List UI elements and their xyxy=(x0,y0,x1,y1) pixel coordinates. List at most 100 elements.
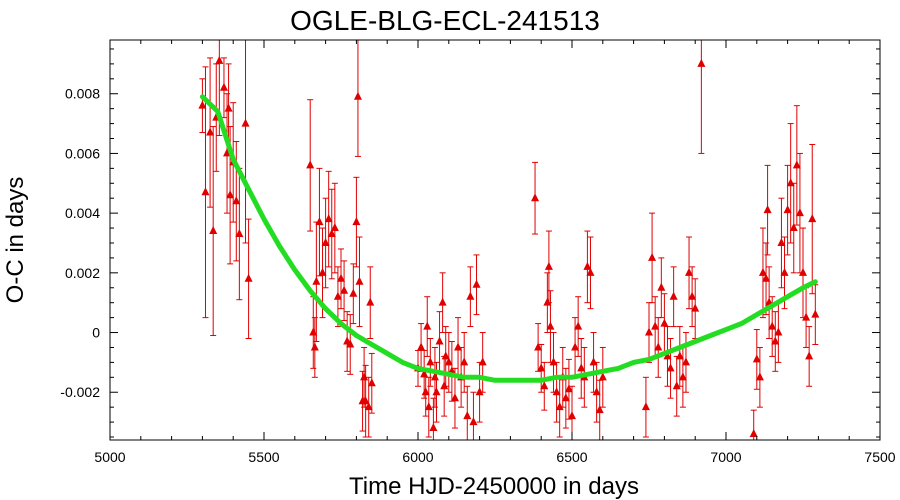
point-marker xyxy=(312,276,321,285)
data-point xyxy=(663,326,672,387)
point-marker xyxy=(353,91,362,100)
data-point xyxy=(549,332,558,393)
data-point xyxy=(355,236,364,328)
point-marker xyxy=(472,279,481,288)
y-tick-label: 0.008 xyxy=(65,86,100,102)
data-point xyxy=(324,170,333,268)
point-marker xyxy=(583,261,592,270)
point-marker xyxy=(811,309,820,318)
fit-curve xyxy=(199,94,818,383)
point-marker xyxy=(244,273,253,282)
point-marker xyxy=(681,357,690,366)
data-point xyxy=(598,346,607,408)
data-point xyxy=(346,314,355,375)
point-marker xyxy=(792,160,801,169)
point-marker xyxy=(424,402,433,411)
point-marker xyxy=(478,357,487,366)
point-marker xyxy=(426,357,435,366)
data-point xyxy=(758,227,767,319)
point-marker xyxy=(771,336,780,345)
data-point xyxy=(795,152,804,274)
point-marker xyxy=(783,205,792,214)
point-marker xyxy=(306,160,315,169)
point-marker xyxy=(441,351,450,360)
point-marker xyxy=(435,336,444,345)
point-marker xyxy=(423,321,432,330)
data-point xyxy=(534,323,543,372)
data-point xyxy=(583,230,592,304)
point-marker xyxy=(786,178,795,187)
point-marker xyxy=(215,55,224,64)
point-marker xyxy=(201,187,210,196)
data-point xyxy=(423,296,432,357)
point-marker xyxy=(675,351,684,360)
point-marker xyxy=(429,423,438,432)
point-marker xyxy=(666,363,675,372)
point-marker xyxy=(697,58,706,67)
y-tick-label: 0.006 xyxy=(65,145,100,161)
y-tick-label: -0.002 xyxy=(60,384,100,400)
data-point xyxy=(349,263,358,325)
point-marker xyxy=(546,321,555,330)
data-point xyxy=(366,266,375,340)
point-marker xyxy=(361,396,370,405)
point-marker xyxy=(592,387,601,396)
x-tick-label: 6500 xyxy=(556,449,587,465)
point-marker xyxy=(352,217,361,226)
point-marker xyxy=(648,252,657,261)
point-marker xyxy=(568,411,576,420)
point-marker xyxy=(531,193,540,202)
plot-frame xyxy=(109,39,881,441)
data-point xyxy=(675,326,684,387)
point-marker xyxy=(672,381,681,390)
point-marker xyxy=(752,354,761,363)
point-marker xyxy=(444,357,453,366)
data-point xyxy=(691,278,700,340)
data-point xyxy=(808,143,817,295)
point-marker xyxy=(318,267,327,276)
point-marker xyxy=(469,417,478,426)
y-tick-label: 0.002 xyxy=(65,265,100,281)
data-point xyxy=(209,126,218,337)
point-marker xyxy=(758,267,767,276)
y-tick-label: 0.004 xyxy=(65,205,100,221)
data-point xyxy=(786,123,795,244)
data-point xyxy=(469,391,478,441)
point-marker xyxy=(475,387,484,396)
point-marker xyxy=(795,208,804,217)
data-point xyxy=(586,236,595,310)
data-point xyxy=(306,99,315,232)
point-marker xyxy=(349,288,358,297)
point-marker xyxy=(327,229,336,238)
data-point xyxy=(352,176,361,268)
point-marker xyxy=(589,357,598,366)
point-marker xyxy=(241,118,250,127)
data-point xyxy=(463,385,472,441)
data-point xyxy=(340,260,349,322)
point-marker xyxy=(463,411,472,420)
point-marker xyxy=(641,402,650,411)
point-marker xyxy=(232,196,241,205)
x-tick-label: 5500 xyxy=(248,449,279,465)
y-axis-label: O-C in days xyxy=(2,177,29,304)
data-point xyxy=(201,66,210,319)
data-point xyxy=(777,197,786,289)
point-marker xyxy=(360,372,369,381)
data-point xyxy=(244,218,253,340)
point-marker xyxy=(555,402,564,411)
data-point xyxy=(367,352,376,414)
data-point xyxy=(312,221,321,342)
point-marker xyxy=(691,303,700,312)
data-point xyxy=(688,266,697,328)
point-marker xyxy=(450,393,459,402)
point-marker xyxy=(577,363,586,372)
point-marker xyxy=(432,387,441,396)
data-point xyxy=(321,197,330,289)
point-marker xyxy=(768,321,777,330)
x-tick-label: 6000 xyxy=(402,449,433,465)
point-marker xyxy=(808,214,817,223)
axes: 5000 5500 6000 6500 7000 7500 -0.002 0 0.002 0.00… xyxy=(60,39,896,465)
data-point xyxy=(763,164,772,256)
point-marker xyxy=(660,318,669,327)
